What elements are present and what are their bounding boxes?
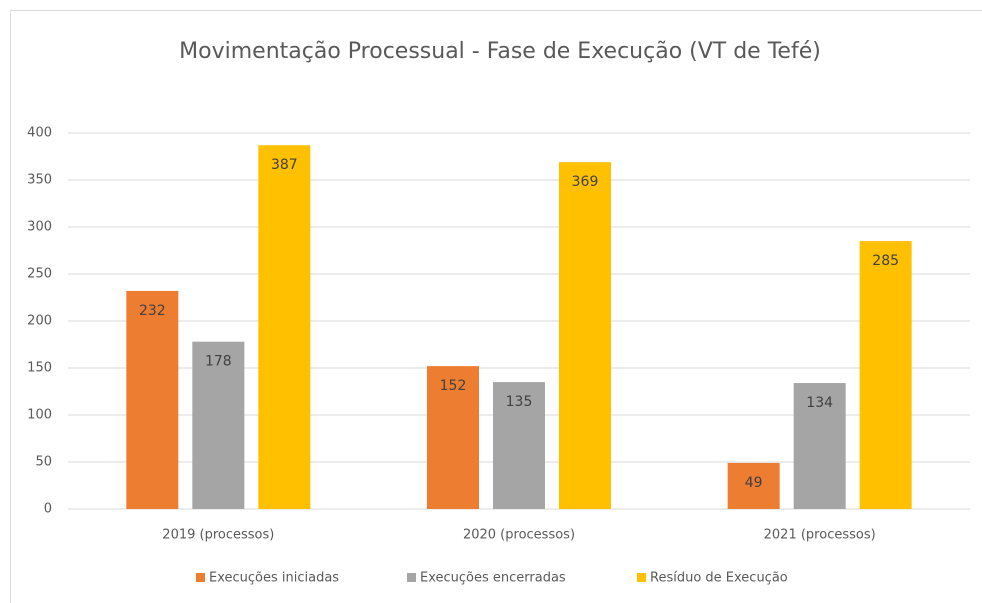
- y-tick-label: 0: [44, 502, 52, 517]
- y-tick-label: 400: [27, 126, 52, 141]
- x-tick-label: 2019 (processos): [162, 528, 274, 543]
- bar: [727, 462, 780, 509]
- data-label: 49: [745, 475, 763, 491]
- y-tick-label: 300: [27, 220, 52, 235]
- bar: [793, 383, 846, 509]
- y-tick-label: 350: [27, 173, 52, 188]
- bar: [427, 366, 479, 509]
- y-tick-label: 100: [27, 408, 52, 423]
- x-tick-label: 2021 (processos): [764, 528, 876, 543]
- data-label: 134: [806, 395, 833, 411]
- bar: [859, 241, 912, 509]
- y-tick-label: 200: [27, 314, 52, 329]
- bar: [192, 341, 245, 509]
- data-label: 152: [440, 378, 467, 394]
- legend-label: Execuções iniciadas: [209, 571, 339, 586]
- legend-swatch: [637, 573, 646, 582]
- data-label: 135: [506, 394, 533, 410]
- legend-label: Resíduo de Execução: [650, 571, 788, 586]
- bar: [126, 290, 179, 509]
- y-tick-label: 50: [35, 455, 52, 470]
- legend-swatch: [196, 573, 205, 582]
- data-label: 232: [139, 303, 166, 319]
- data-label: 369: [572, 174, 599, 190]
- bar: [493, 382, 545, 509]
- legend-label: Execuções encerradas: [420, 571, 566, 586]
- y-tick-label: 150: [27, 361, 52, 376]
- legend-swatch: [407, 573, 416, 582]
- data-label: 387: [271, 157, 298, 173]
- bar: [559, 162, 611, 509]
- y-tick-label: 250: [27, 267, 52, 282]
- data-label: 178: [205, 354, 232, 370]
- data-label: 285: [872, 253, 899, 269]
- chart-title: Movimentação Processual - Fase de Execuç…: [179, 39, 821, 64]
- bar: [258, 145, 311, 509]
- x-tick-label: 2020 (processos): [463, 528, 575, 543]
